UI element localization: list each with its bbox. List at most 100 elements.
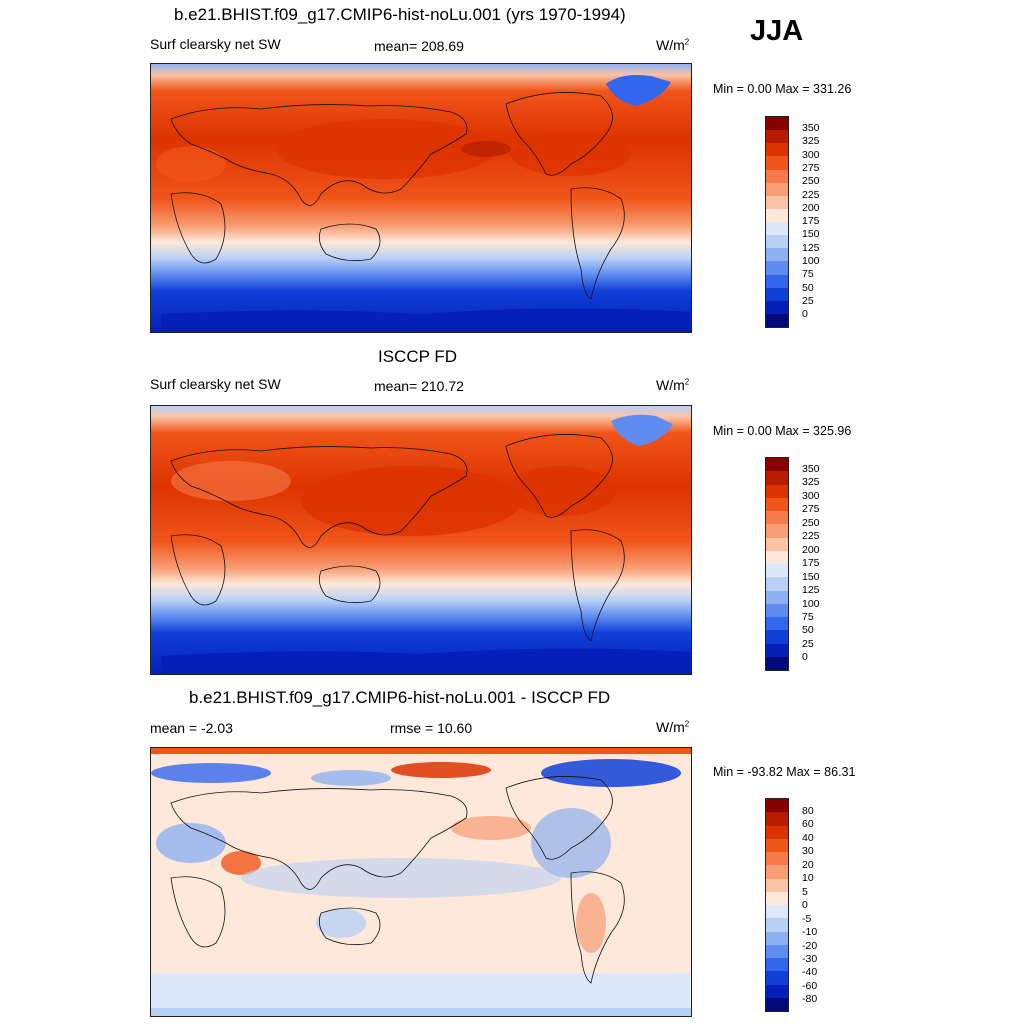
- colorbar-swatch: [766, 287, 788, 301]
- colorbar-tick-label: 0: [802, 651, 808, 664]
- variable-label: Surf clearsky net SW: [150, 376, 281, 392]
- colorbar-tick-label: 250: [802, 175, 820, 188]
- mean-label: mean = -2.03: [150, 720, 233, 736]
- colorbar-swatch: [766, 852, 788, 866]
- colorbar-swatch: [766, 799, 788, 813]
- colorbar-swatch: [766, 905, 788, 919]
- colorbar-swatch: [766, 590, 788, 604]
- colorbar-tick-label: 275: [802, 161, 820, 174]
- units-label: W/m2: [656, 719, 690, 735]
- colorbar-swatch: [766, 550, 788, 564]
- colorbar-tick-label: 250: [802, 516, 820, 529]
- min-max-label: Min = 0.00 Max = 325.96: [713, 424, 852, 438]
- variable-label: Surf clearsky net SW: [150, 36, 281, 52]
- colorbar-swatch: [766, 537, 788, 551]
- colorbar-swatch: [766, 878, 788, 892]
- map-observations: [150, 405, 692, 675]
- colorbar-swatch: [766, 300, 788, 314]
- colorbar-swatch: [766, 511, 788, 525]
- colorbar-tick-label: 5: [802, 885, 808, 898]
- colorbar-tick-label: 350: [802, 122, 820, 134]
- colorbar-tick-label: 225: [802, 188, 820, 201]
- colorbar-swatch: [766, 564, 788, 578]
- colorbar-tick-label: 25: [802, 294, 814, 307]
- colorbar-swatch: [766, 891, 788, 905]
- colorbar-tick-label: 10: [802, 872, 814, 885]
- colorbar-swatch: [766, 603, 788, 617]
- season-label: JJA: [750, 15, 804, 47]
- colorbar-tick-label: 150: [802, 228, 820, 241]
- colorbar-swatch: [766, 222, 788, 236]
- colorbar-swatch: [766, 208, 788, 222]
- colorbar-swatch: [766, 812, 788, 826]
- colorbar-swatch: [766, 313, 788, 327]
- colorbar-swatch: [766, 248, 788, 262]
- colorbar-tick-label: 75: [802, 610, 814, 623]
- map-difference: [150, 747, 692, 1017]
- colorbar-swatch: [766, 156, 788, 170]
- colorbar-swatch: [766, 169, 788, 183]
- colorbar-swatch: [766, 865, 788, 879]
- colorbar-tick-label: 80: [802, 805, 814, 817]
- colorbar-tick-label: -5: [802, 912, 812, 925]
- colorbar-tick-label: 300: [802, 148, 820, 161]
- colorbar-tick-label: 150: [802, 570, 820, 583]
- colorbar-tick-label: 225: [802, 530, 820, 543]
- panel-title: ISCCP FD: [378, 347, 458, 366]
- colorbar-tick-label: 300: [802, 489, 820, 502]
- colorbar-swatch: [766, 182, 788, 196]
- colorbar-swatch: [766, 931, 788, 945]
- colorbar-swatch: [766, 524, 788, 538]
- colorbar-tick-label: 30: [802, 845, 814, 858]
- colorbar-swatch: [766, 143, 788, 157]
- colorbar-swatch: [766, 484, 788, 498]
- colorbar-tick-label: 125: [802, 241, 820, 254]
- colorbar-swatch: [766, 825, 788, 839]
- colorbar-tick-label: -20: [802, 939, 818, 952]
- colorbar-tick-label: 0: [802, 899, 808, 912]
- colorbar-tick-label: 75: [802, 268, 814, 281]
- colorbar-tick-label: -10: [802, 926, 818, 939]
- colorbar-tick-label: -80: [802, 993, 818, 1006]
- colorbar-tick-label: 40: [802, 831, 814, 844]
- colorbar-swatch: [766, 195, 788, 209]
- colorbar-swatch: [766, 630, 788, 644]
- colorbar-tick-label: 350: [802, 463, 820, 475]
- colorbar-swatch: [766, 458, 788, 472]
- colorbar-tick-label: 100: [802, 597, 820, 610]
- units-label: W/m2: [656, 377, 690, 393]
- colorbar-tick-label: -40: [802, 966, 818, 979]
- colorbar-swatch: [766, 497, 788, 511]
- units-label: W/m2: [656, 37, 690, 53]
- colorbar-swatch: [766, 918, 788, 932]
- mean-label: mean= 210.72: [374, 378, 464, 394]
- map-svg: [151, 406, 691, 674]
- colorbar-swatch: [766, 261, 788, 275]
- colorbar-swatch: [766, 577, 788, 591]
- panel-title: b.e21.BHIST.f09_g17.CMIP6-hist-noLu.001 …: [174, 5, 626, 24]
- colorbar-swatch: [766, 656, 788, 670]
- rmse-label: rmse = 10.60: [390, 720, 473, 736]
- colorbar-swatch: [766, 958, 788, 972]
- colorbar: [765, 798, 789, 1012]
- colorbar-swatch: [766, 274, 788, 288]
- colorbar-tick-label: 200: [802, 543, 820, 556]
- colorbar-tick-label: 50: [802, 624, 814, 637]
- colorbar-tick-label: -60: [802, 979, 818, 992]
- colorbar-swatch: [766, 471, 788, 485]
- colorbar: [765, 457, 789, 671]
- colorbar: [765, 116, 789, 328]
- map-model: [150, 63, 692, 333]
- min-max-label: Min = -93.82 Max = 86.31: [713, 765, 856, 779]
- map-svg: [151, 748, 691, 1016]
- colorbar-swatch: [766, 235, 788, 249]
- colorbar-swatch: [766, 971, 788, 985]
- colorbar-swatch: [766, 117, 788, 131]
- colorbar-tick-label: 175: [802, 215, 820, 228]
- colorbar-tick-label: 325: [802, 135, 820, 148]
- colorbar-tick-label: 275: [802, 503, 820, 516]
- colorbar-tick-label: 60: [802, 818, 814, 831]
- colorbar-tick-label: 125: [802, 584, 820, 597]
- colorbar-tick-label: -30: [802, 952, 818, 965]
- colorbar-swatch: [766, 130, 788, 144]
